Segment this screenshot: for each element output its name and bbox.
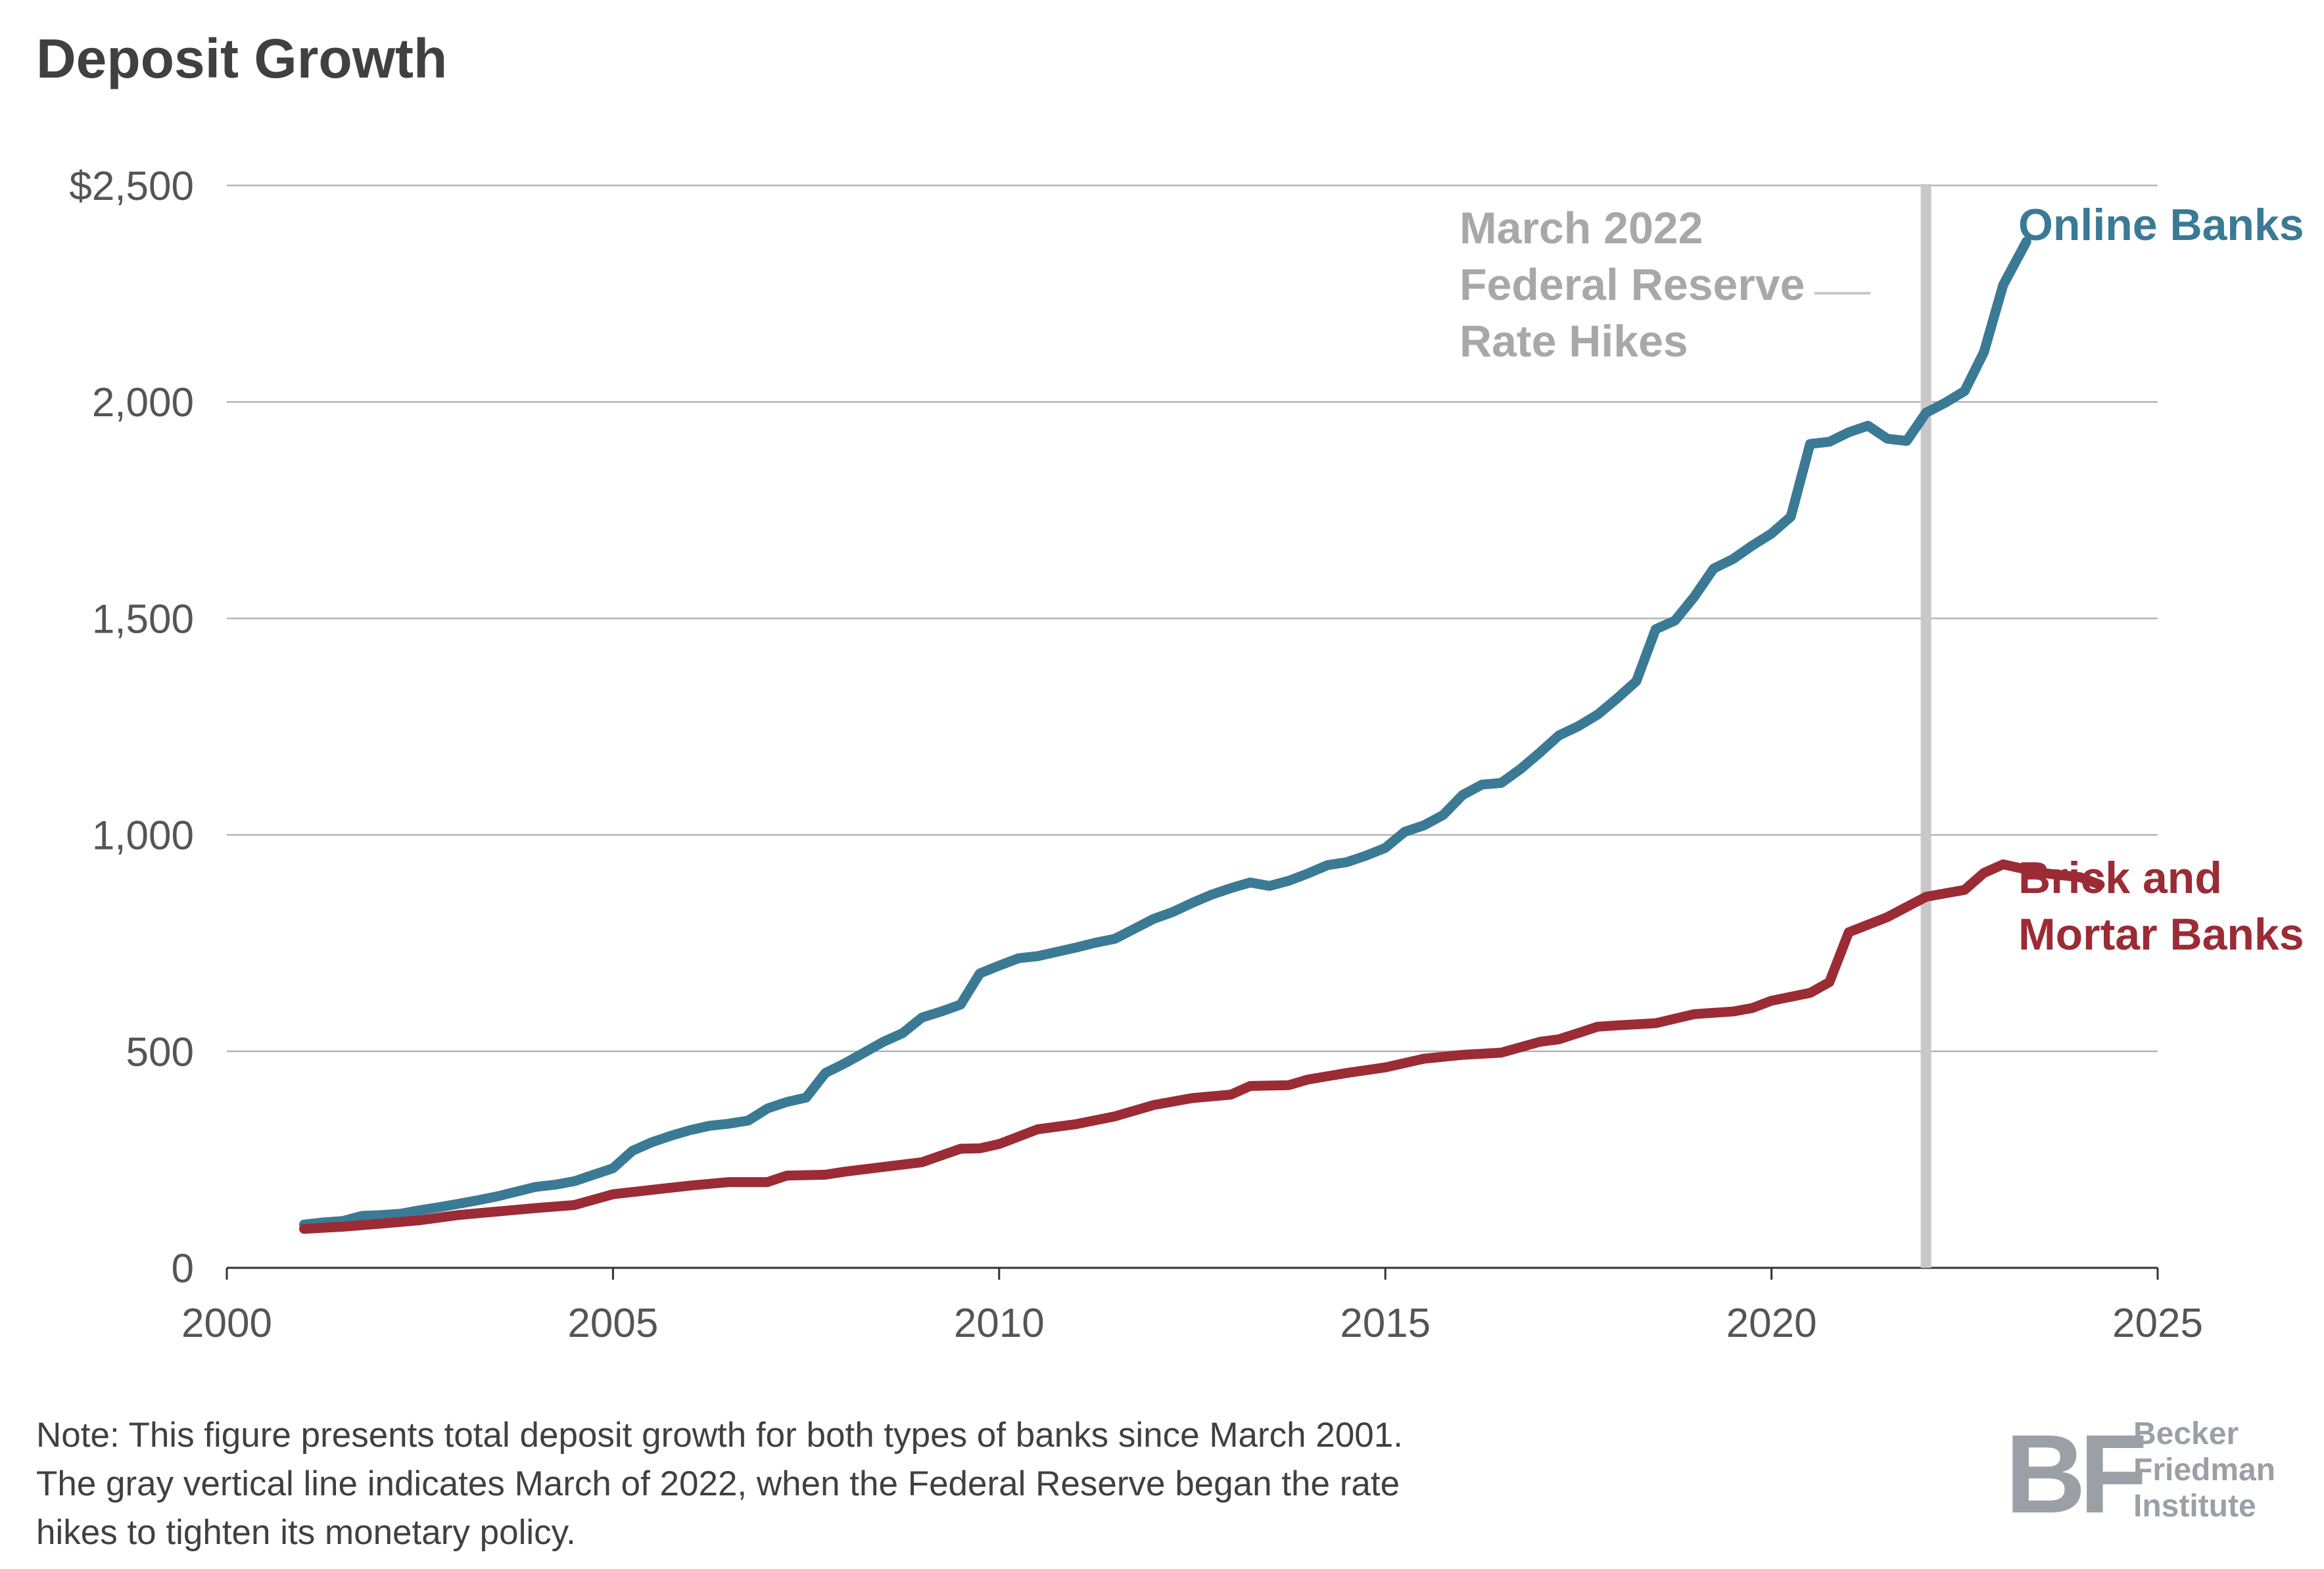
marker-annotation-line: Rate Hikes: [1459, 316, 1688, 366]
y-tick-label: 0: [172, 1246, 194, 1291]
series-label: Brick and: [2018, 853, 2222, 903]
chart-title: Deposit Growth: [36, 28, 447, 89]
marker-annotation-line: March 2022: [1459, 203, 1703, 253]
series-labels: Online Banks Brick and Mortar Banks: [2018, 200, 2304, 959]
x-tick-label: 2000: [181, 1301, 272, 1346]
marker-annotation-line: Federal Reserve: [1459, 260, 1805, 310]
logo-text-line: Becker: [2133, 1416, 2239, 1451]
y-tick-label: $2,500: [69, 164, 194, 209]
y-tick-label: 1,500: [92, 596, 194, 642]
note-line: hikes to tighten its monetary policy.: [36, 1513, 576, 1552]
note-line: The gray vertical line indicates March o…: [36, 1464, 1400, 1503]
footnote: Note: This figure presents total deposit…: [36, 1416, 1403, 1552]
y-tick-label: 500: [126, 1030, 194, 1075]
y-tick-label: 1,000: [92, 813, 194, 859]
series-label: Mortar Banks: [2018, 909, 2304, 959]
becker-friedman-logo: BF Becker Friedman Institute: [2005, 1412, 2275, 1537]
logo-text-line: Institute: [2133, 1489, 2256, 1524]
series-line-online-banks: [299, 237, 2031, 1230]
series-label: Online Banks: [2018, 200, 2304, 250]
x-axis: 2000 2005 2010 2015 2020 2025: [181, 1267, 2203, 1346]
series-line-brick-and-mortar-banks: [299, 859, 2105, 1234]
x-tick-label: 2025: [2112, 1301, 2203, 1346]
x-tick-label: 2005: [567, 1301, 658, 1346]
march-2022-marker: March 2022 Federal Reserve Rate Hikes: [1459, 184, 1932, 1268]
logo-mark: BF: [2005, 1412, 2144, 1537]
grid-lines: [227, 184, 2158, 1053]
x-tick-label: 2015: [1340, 1301, 1431, 1346]
y-tick-label: 2,000: [92, 380, 194, 425]
y-axis-tick-labels: 0 500 1,000 1,500 2,000 $2,500: [69, 164, 194, 1291]
x-tick-label: 2020: [1726, 1301, 1817, 1346]
logo-text-line: Friedman: [2133, 1453, 2275, 1487]
note-line: Note: This figure presents total deposit…: [36, 1416, 1403, 1455]
x-tick-label: 2010: [954, 1301, 1045, 1346]
data-series: [299, 237, 2105, 1234]
